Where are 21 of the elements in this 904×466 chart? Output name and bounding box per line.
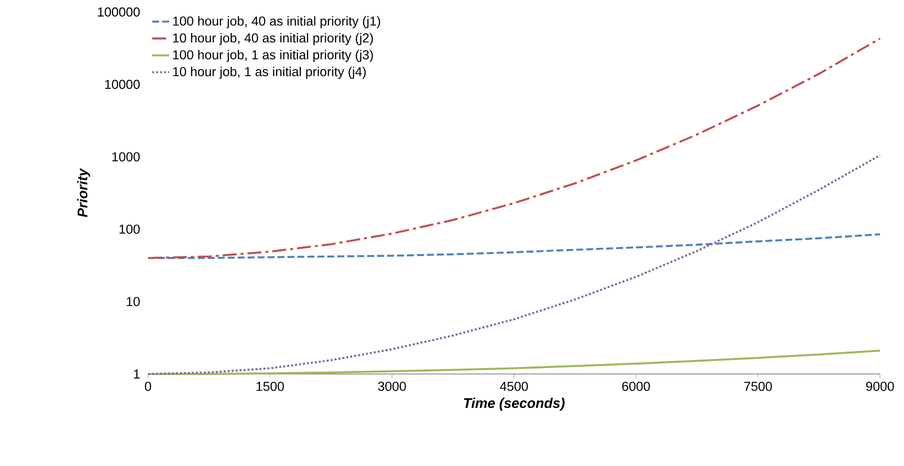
y-axis-title: Priority <box>77 168 90 218</box>
x-axis-title: Time (seconds) <box>464 398 565 411</box>
legend-label: 100 hour job, 40 as initial priority (j1) <box>173 16 380 28</box>
x-tick-label: 6000 <box>622 382 650 391</box>
legend-label: 10 hour job, 1 as initial priority (j4) <box>173 66 366 79</box>
x-tick-label: 9000 <box>866 382 894 391</box>
x-tick-label: 0 <box>144 382 152 391</box>
y-tick-label: 1 <box>134 370 140 378</box>
line-series <box>147 154 882 375</box>
x-tick-label: 3000 <box>378 382 406 391</box>
legend-label: 100 hour job, 1 as initial priority (j3) <box>173 50 373 62</box>
y-tick-label: 10 <box>126 297 140 306</box>
x-tick-label: 4500 <box>500 382 528 391</box>
y-tick-label: 100000 <box>98 7 140 17</box>
y-tick-label: 100 <box>120 224 140 234</box>
x-tick-label: 1500 <box>256 382 284 391</box>
y-tick-label: 10000 <box>105 80 140 89</box>
x-tick-label: 7500 <box>744 382 772 391</box>
y-tick-label: 1000 <box>112 152 140 162</box>
legend-label: 10 hour job, 40 as initial priority (j2) <box>173 33 373 46</box>
line-series <box>147 350 882 375</box>
